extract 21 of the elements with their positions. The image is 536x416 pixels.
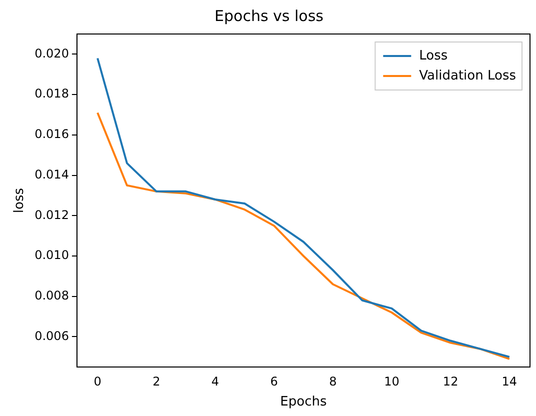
x-tick-label: 4 <box>211 374 220 388</box>
x-tick-label: 6 <box>270 374 278 388</box>
legend-label: Validation Loss <box>419 68 516 84</box>
y-tick-label: 0.006 <box>34 328 69 343</box>
y-tick-label: 0.012 <box>34 208 69 222</box>
x-tick-label: 14 <box>502 374 518 388</box>
x-tick-label: 8 <box>329 374 337 388</box>
y-axis-title: loss <box>12 188 28 214</box>
legend-label: Loss <box>419 48 448 64</box>
x-tick-label: 12 <box>442 374 458 388</box>
y-tick-label: 0.014 <box>34 167 69 182</box>
chart-title: Epochs vs loss <box>214 6 324 25</box>
y-tick-label: 0.016 <box>34 127 69 142</box>
y-tick-label: 0.020 <box>34 46 69 60</box>
x-tick-label: 0 <box>94 374 102 388</box>
x-tick-label: 2 <box>152 374 160 388</box>
y-tick-label: 0.018 <box>34 86 69 101</box>
y-tick-label: 0.010 <box>34 248 69 262</box>
x-tick-label: 10 <box>384 374 400 388</box>
y-tick-label: 0.008 <box>34 288 69 302</box>
x-axis-title: Epochs <box>280 394 327 410</box>
